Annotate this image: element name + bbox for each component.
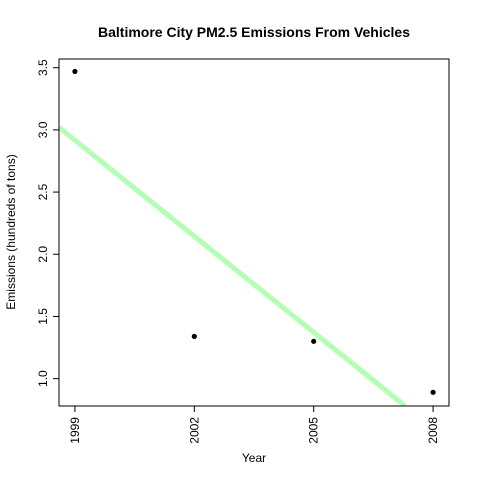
y-axis: 1.0 1.5 2.0 2.5 3.0 3.5 — [36, 59, 59, 387]
y-tick-label: 1.0 — [36, 370, 50, 387]
data-point — [311, 338, 317, 344]
x-axis-label: Year — [242, 451, 266, 465]
x-tick-label: 1999 — [68, 417, 82, 444]
data-point — [430, 389, 436, 395]
y-tick-label: 1.5 — [36, 308, 50, 325]
y-tick-label: 3.0 — [36, 121, 50, 138]
trend-line-layer — [59, 125, 407, 406]
data-point — [72, 68, 78, 75]
chart-title: Baltimore City PM2.5 Emissions From Vehi… — [98, 24, 410, 40]
x-tick-label: 2008 — [426, 417, 440, 444]
y-tick-label: 2.0 — [36, 246, 50, 263]
data-points-layer — [72, 68, 436, 395]
y-tick-label: 2.5 — [36, 183, 50, 200]
data-point — [191, 333, 197, 339]
trend-line — [59, 125, 407, 406]
y-tick-label: 3.5 — [36, 59, 50, 76]
x-tick-label: 2002 — [187, 417, 201, 444]
x-axis: 1999 2002 2005 2008 — [68, 406, 440, 444]
y-axis-label: Emissions (hundreds of tons) — [4, 154, 18, 309]
plot-frame — [58, 58, 450, 407]
x-tick-label: 2005 — [307, 417, 321, 444]
